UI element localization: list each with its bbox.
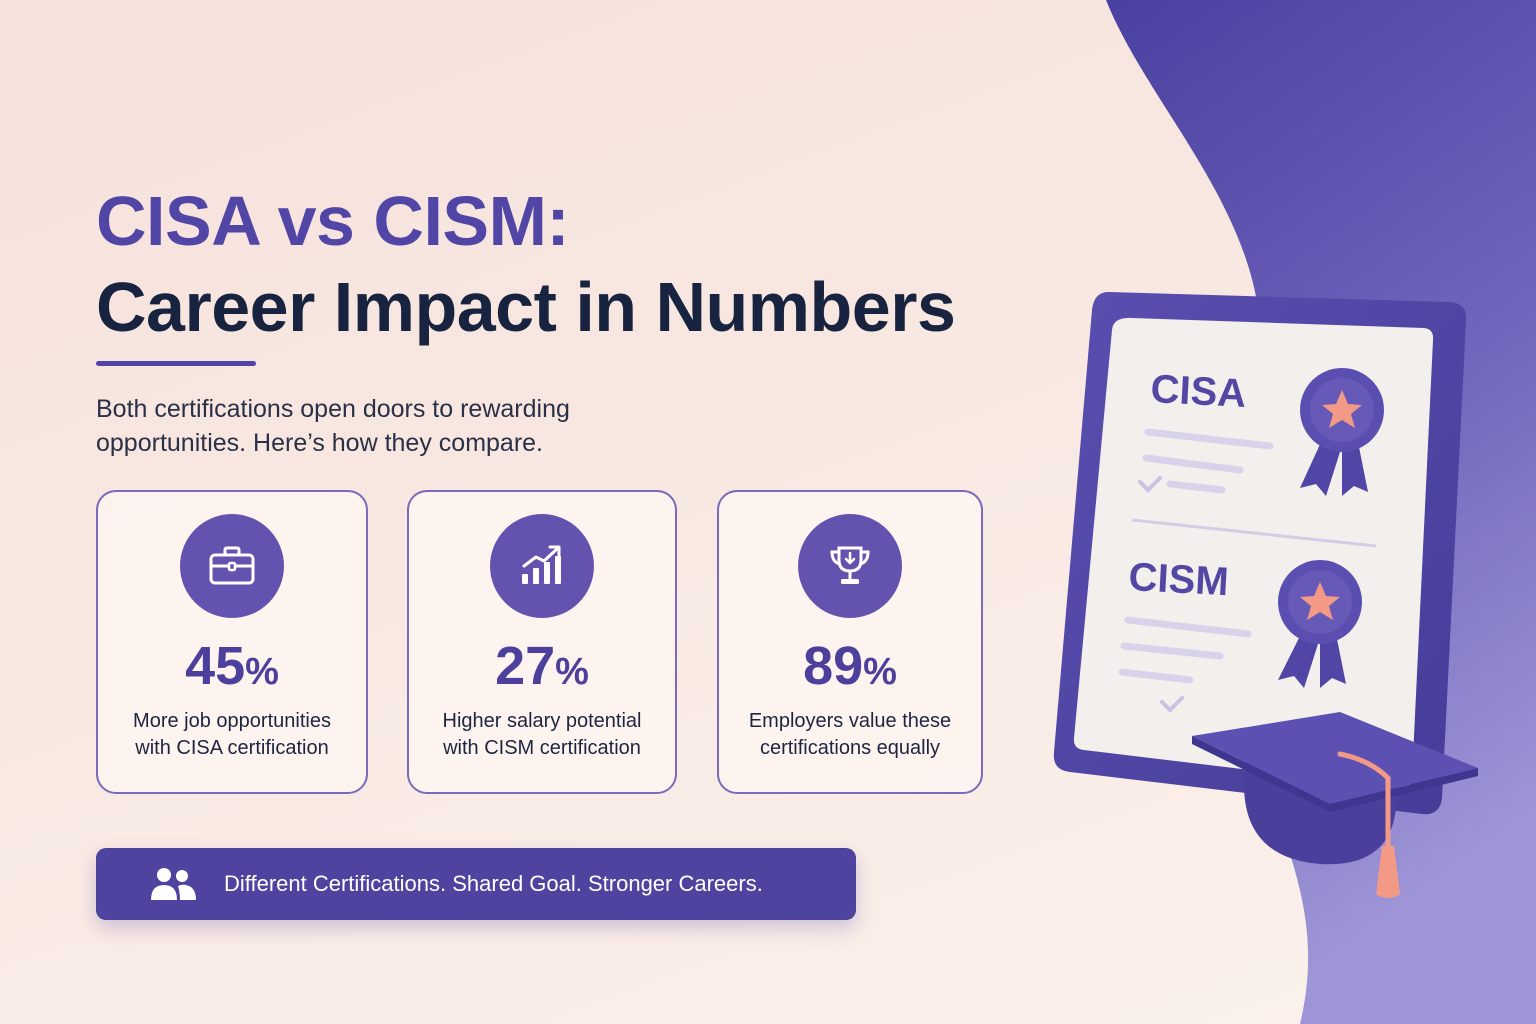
stat-label: Higher salary potential with CISM certif… [442, 710, 642, 759]
certificate-illustration: CISA CISM [1053, 291, 1478, 898]
check-icon [1138, 476, 1162, 493]
graduation-cap-icon [1192, 712, 1478, 898]
stat-card-employers: 89% Employers value these certifications… [717, 490, 983, 794]
tagline-banner: Different Certifications. Shared Goal. S… [96, 848, 856, 920]
subtitle: Both certifications open doors to reward… [96, 395, 570, 457]
stat-value: 45% [185, 636, 279, 696]
stat-value: 89% [803, 636, 897, 696]
text-lines-placeholder [1142, 428, 1274, 494]
growth-chart-icon [490, 514, 594, 618]
stat-value: 27% [495, 636, 589, 696]
banner-text: Different Certifications. Shared Goal. S… [224, 871, 763, 896]
title-divider [96, 361, 256, 366]
briefcase-icon [180, 514, 284, 618]
stat-card-salary: 27% Higher salary potential with CISM ce… [407, 490, 677, 794]
page-title: CISA vs CISM: Career Impact in Numbers [96, 178, 956, 350]
award-ribbon-icon [1300, 368, 1384, 496]
stat-label: Employers value these certifications equ… [748, 710, 952, 759]
text-lines-placeholder [1118, 616, 1252, 684]
check-icon [1160, 696, 1184, 713]
stat-label: More job opportunities with CISA certifi… [133, 710, 331, 759]
trophy-icon [798, 514, 902, 618]
stat-card-job-opportunities: 45% More job opportunities with CISA cer… [96, 490, 368, 794]
title-line-1: CISA vs CISM: [96, 182, 570, 260]
people-icon [151, 868, 196, 900]
award-ribbon-icon [1278, 560, 1362, 688]
cert-label-cism: CISM [1128, 555, 1230, 604]
cert-label-cisa: CISA [1150, 367, 1248, 416]
title-line-2: Career Impact in Numbers [96, 268, 956, 346]
